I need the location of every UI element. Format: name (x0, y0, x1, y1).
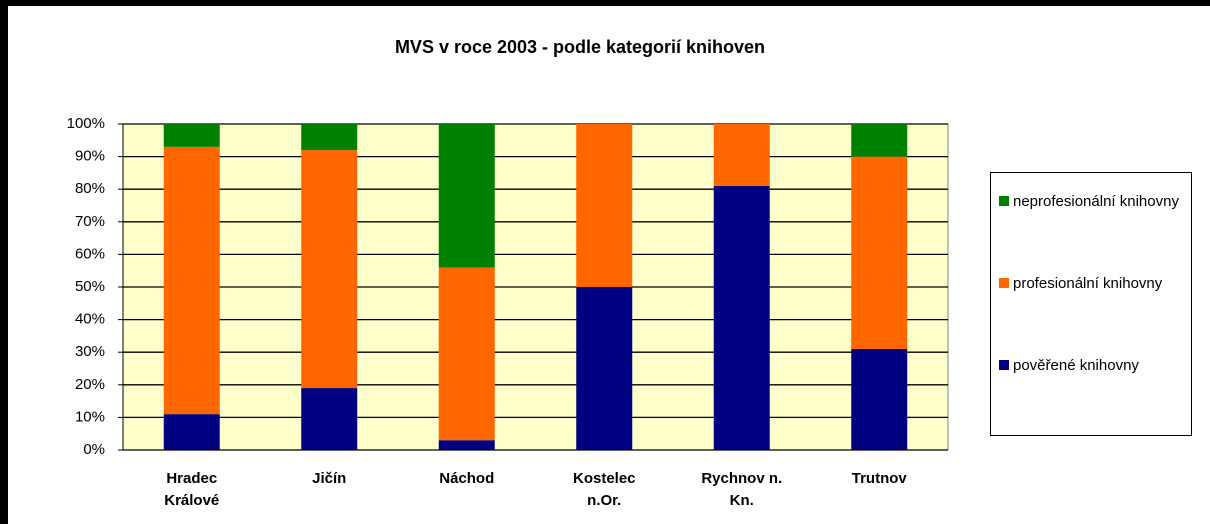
x-tick-label: Jičín (312, 470, 347, 487)
bar-segment (576, 287, 633, 450)
legend-swatch (999, 196, 1009, 206)
bar-segment (713, 185, 770, 450)
bar-segment (163, 414, 220, 450)
legend-label: neprofesionální knihovny (1013, 193, 1179, 210)
bar-segment (851, 156, 908, 349)
bar-segment (851, 124, 908, 157)
bar-segment (301, 388, 358, 450)
x-tick-label: Rychnov n. Kn. (701, 470, 783, 509)
bar-segment (438, 440, 495, 450)
y-tick-label: 40% (75, 311, 105, 328)
y-tick-label: 90% (75, 148, 105, 165)
bar-segment (163, 146, 220, 415)
y-tick-label: 30% (75, 343, 105, 360)
bar-segment (301, 150, 358, 389)
legend: pověřené knihovny profesionální knihovny n… (990, 172, 1192, 436)
y-tick-label: 70% (75, 213, 105, 230)
bar-segment (438, 267, 495, 441)
bar-segment (713, 124, 770, 186)
legend-swatch (999, 278, 1009, 288)
bar-segment (438, 124, 495, 268)
legend-item: neprofesionální knihovny (999, 191, 1193, 213)
y-tick-label: 0% (83, 441, 105, 458)
y-tick-label: 20% (75, 376, 105, 393)
bar-segment (576, 124, 633, 287)
bar-segment (851, 348, 908, 450)
bar-segment (163, 124, 220, 147)
y-tick-label: 60% (75, 245, 105, 262)
x-tick-label: Trutnov (851, 470, 907, 487)
y-tick-label: 100% (67, 115, 105, 132)
bar-segment (301, 124, 358, 151)
legend-item: profesionální knihovny (999, 273, 1193, 295)
legend-swatch (999, 360, 1009, 370)
legend-label: pověřené knihovny (1013, 357, 1139, 374)
legend-item: pověřené knihovny (999, 355, 1193, 377)
frame-top (0, 0, 1210, 6)
x-tick-label: Kostelec n.Or. (572, 470, 636, 509)
x-tick-label: Hradec Králové (164, 470, 220, 509)
frame-left (0, 0, 8, 524)
y-tick-label: 50% (75, 278, 105, 295)
y-tick-label: 80% (75, 180, 105, 197)
y-tick-label: 10% (75, 408, 105, 425)
legend-label: profesionální knihovny (1013, 275, 1163, 292)
chart-title: MVS v roce 2003 - podle kategorií knihov… (395, 37, 765, 57)
x-tick-label: Náchod (439, 470, 495, 487)
